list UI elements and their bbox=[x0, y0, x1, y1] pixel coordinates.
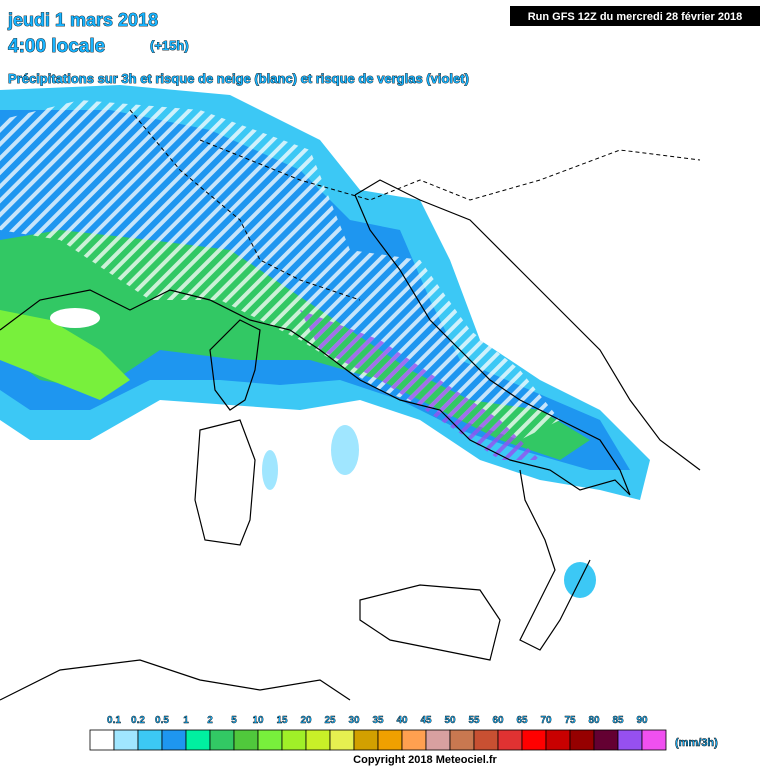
date-title: jeudi 1 mars 2018 bbox=[7, 10, 158, 30]
time-title: 4:00 locale bbox=[8, 36, 105, 57]
legend-swatch bbox=[233, 729, 259, 751]
legend-swatch bbox=[521, 729, 547, 751]
legend-swatch bbox=[473, 729, 499, 751]
legend-swatch bbox=[641, 729, 667, 751]
legend-swatch bbox=[329, 729, 355, 751]
subtitle: Précipitations sur 3h et risque de neige… bbox=[8, 71, 469, 86]
legend-swatch bbox=[449, 729, 475, 751]
legend-label: 10 bbox=[252, 715, 264, 726]
legend-swatch bbox=[593, 729, 619, 751]
legend-label: 60 bbox=[492, 715, 504, 726]
legend: 0.1 0.2 0.5 1 2 5 10 15 20 25 30 35 40 45 50 55 60 65 70 75… bbox=[89, 715, 667, 751]
legend-label: 30 bbox=[348, 715, 360, 726]
legend-swatch bbox=[305, 729, 331, 751]
coastlines bbox=[0, 109, 701, 701]
legend-swatch bbox=[209, 729, 235, 751]
legend-swatch bbox=[281, 729, 307, 751]
legend-swatch bbox=[377, 729, 403, 751]
legend-label: 2 bbox=[207, 715, 213, 726]
legend-swatch bbox=[161, 729, 187, 751]
precipitation bbox=[0, 85, 650, 598]
legend-label: 90 bbox=[636, 715, 648, 726]
legend-label: 55 bbox=[468, 715, 480, 726]
legend-swatch bbox=[185, 729, 211, 751]
legend-label: 45 bbox=[420, 715, 432, 726]
legend-swatch bbox=[569, 729, 595, 751]
legend-label: 15 bbox=[276, 715, 288, 726]
legend-unit: (mm/3h) bbox=[675, 737, 718, 749]
legend-label: 50 bbox=[444, 715, 456, 726]
legend-label: 1 bbox=[183, 715, 189, 726]
legend-label: 0.1 bbox=[107, 715, 121, 726]
legend-label: 70 bbox=[540, 715, 552, 726]
legend-label: 75 bbox=[564, 715, 576, 726]
legend-swatch bbox=[257, 729, 283, 751]
legend-label: 85 bbox=[612, 715, 624, 726]
run-label: Run GFS 12Z du mercredi 28 février 2018 bbox=[528, 11, 743, 23]
legend-swatch bbox=[401, 729, 427, 751]
legend-label: 20 bbox=[300, 715, 312, 726]
lead-time: (+15h) bbox=[150, 38, 189, 53]
legend-label: 25 bbox=[324, 715, 336, 726]
legend-label: 35 bbox=[372, 715, 384, 726]
legend-label: 65 bbox=[516, 715, 528, 726]
legend-swatch bbox=[113, 729, 139, 751]
legend-swatch bbox=[497, 729, 523, 751]
legend-swatch bbox=[425, 729, 451, 751]
legend-label: 40 bbox=[396, 715, 408, 726]
legend-swatch bbox=[89, 729, 115, 751]
legend-swatch bbox=[545, 729, 571, 751]
legend-swatch bbox=[353, 729, 379, 751]
legend-label: 80 bbox=[588, 715, 600, 726]
copyright: Copyright 2018 Meteociel.fr bbox=[353, 754, 497, 766]
legend-swatch bbox=[617, 729, 643, 751]
legend-label: 0.5 bbox=[155, 715, 169, 726]
legend-swatch bbox=[137, 729, 163, 751]
legend-label: 0.2 bbox=[131, 715, 145, 726]
run-box bbox=[510, 6, 760, 26]
legend-label: 5 bbox=[231, 715, 237, 726]
